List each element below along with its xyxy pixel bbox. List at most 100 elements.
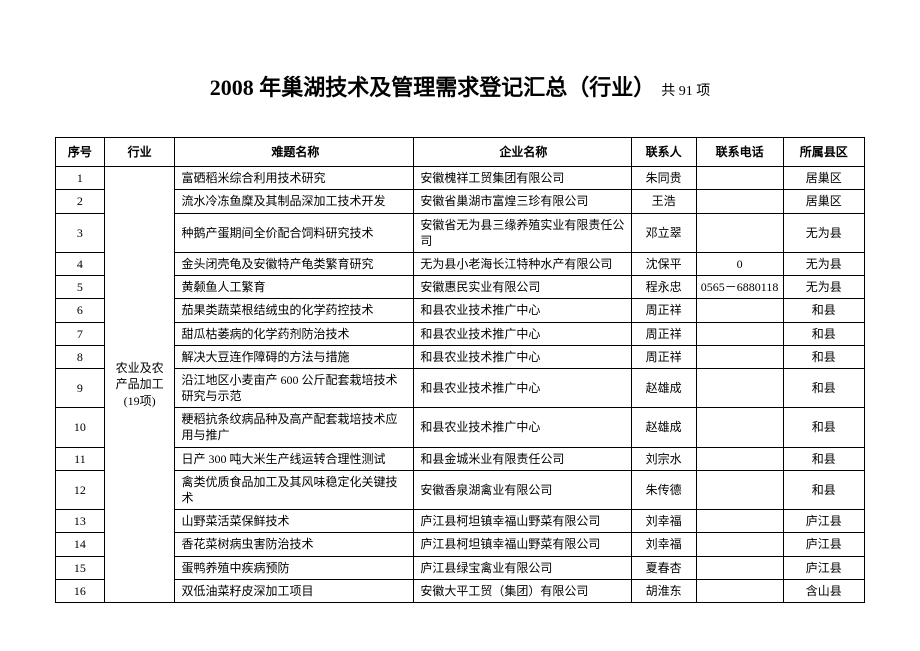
table-row: 11日产 300 吨大米生产线运转合理性测试和县金城米业有限责任公司刘宗水和县 xyxy=(56,447,865,470)
cell-region: 和县 xyxy=(783,408,865,447)
cell-region: 居巢区 xyxy=(783,190,865,213)
cell-problem: 粳稻抗条纹病品种及高产配套栽培技术应用与推广 xyxy=(175,408,414,447)
cell-region: 庐江县 xyxy=(783,533,865,556)
cell-seq: 3 xyxy=(56,213,105,252)
cell-region: 无为县 xyxy=(783,276,865,299)
table-row: 15 蛋鸭养殖中疾病预防庐江县绿宝禽业有限公司夏春杏 庐江县 xyxy=(56,556,865,579)
cell-company: 和县农业技术推广中心 xyxy=(414,345,631,368)
cell-region: 和县 xyxy=(783,447,865,470)
cell-region: 无为县 xyxy=(783,213,865,252)
cell-company: 安徽大平工贸（集团）有限公司 xyxy=(414,579,631,602)
cell-company: 和县金城米业有限责任公司 xyxy=(414,447,631,470)
table-row: 9沿江地区小麦亩产 600 公斤配套栽培技术研究与示范和县农业技术推广中心赵雄成… xyxy=(56,368,865,407)
cell-problem: 解决大豆连作障碍的方法与措施 xyxy=(175,345,414,368)
cell-seq: 2 xyxy=(56,190,105,213)
cell-contact: 周正祥 xyxy=(631,322,696,345)
header-industry: 行业 xyxy=(104,138,175,167)
cell-region: 无为县 xyxy=(783,252,865,275)
cell-contact: 刘幸福 xyxy=(631,533,696,556)
cell-contact: 朱传德 xyxy=(631,470,696,509)
table-row: 16双低油菜籽皮深加工项目安徽大平工贸（集团）有限公司胡淮东含山县 xyxy=(56,579,865,602)
cell-seq: 12 xyxy=(56,470,105,509)
cell-seq: 4 xyxy=(56,252,105,275)
cell-problem: 山野菜活菜保鲜技术 xyxy=(175,510,414,533)
table-row: 13山野菜活菜保鲜技术庐江县柯坦镇幸福山野菜有限公司刘幸福庐江县 xyxy=(56,510,865,533)
cell-problem: 黄颡鱼人工繁育 xyxy=(175,276,414,299)
cell-contact: 朱同贵 xyxy=(631,167,696,190)
table-row: 12 禽类优质食品加工及其风味稳定化关键技术安徽香泉湖禽业有限公司朱传德 和县 xyxy=(56,470,865,509)
cell-company: 安徽香泉湖禽业有限公司 xyxy=(414,470,631,509)
cell-contact: 刘幸福 xyxy=(631,510,696,533)
cell-problem: 沿江地区小麦亩产 600 公斤配套栽培技术研究与示范 xyxy=(175,368,414,407)
table-body: 1农业及农产品加工(19项)富硒稻米综合利用技术研究安徽槐祥工贸集团有限公司朱同… xyxy=(56,167,865,603)
cell-contact: 胡淮东 xyxy=(631,579,696,602)
cell-region: 庐江县 xyxy=(783,510,865,533)
cell-phone xyxy=(696,368,783,407)
cell-phone xyxy=(696,190,783,213)
cell-phone xyxy=(696,408,783,447)
cell-contact: 周正祥 xyxy=(631,299,696,322)
cell-contact: 程永忠 xyxy=(631,276,696,299)
cell-problem: 种鹅产蛋期间全价配合饲料研究技术 xyxy=(175,213,414,252)
cell-seq: 8 xyxy=(56,345,105,368)
table-row: 1农业及农产品加工(19项)富硒稻米综合利用技术研究安徽槐祥工贸集团有限公司朱同… xyxy=(56,167,865,190)
cell-company: 安徽省无为县三缘养殖实业有限责任公司 xyxy=(414,213,631,252)
cell-problem: 禽类优质食品加工及其风味稳定化关键技术 xyxy=(175,470,414,509)
cell-company: 庐江县柯坦镇幸福山野菜有限公司 xyxy=(414,510,631,533)
cell-problem: 蛋鸭养殖中疾病预防 xyxy=(175,556,414,579)
table-row: 4 金头闭壳龟及安徽特产龟类繁育研究无为县小老海长江特种水产有限公司沈保平0无为县 xyxy=(56,252,865,275)
cell-company: 庐江县柯坦镇幸福山野菜有限公司 xyxy=(414,533,631,556)
cell-problem: 香花菜树病虫害防治技术 xyxy=(175,533,414,556)
table-header-row: 序号 行业 难题名称 企业名称 联系人 联系电话 所属县区 xyxy=(56,138,865,167)
cell-seq: 16 xyxy=(56,579,105,602)
header-problem: 难题名称 xyxy=(175,138,414,167)
table-row: 6茄果类蔬菜根结绒虫的化学药控技术和县农业技术推广中心周正祥和县 xyxy=(56,299,865,322)
cell-seq: 11 xyxy=(56,447,105,470)
data-table: 序号 行业 难题名称 企业名称 联系人 联系电话 所属县区 1农业及农产品加工(… xyxy=(55,137,865,603)
cell-phone xyxy=(696,579,783,602)
cell-contact: 邓立翠 xyxy=(631,213,696,252)
table-row: 2流水冷冻鱼糜及其制品深加工技术开发安徽省巢湖市富煌三珍有限公司王浩居巢区 xyxy=(56,190,865,213)
cell-region: 和县 xyxy=(783,322,865,345)
cell-seq: 9 xyxy=(56,368,105,407)
cell-phone xyxy=(696,447,783,470)
cell-seq: 15 xyxy=(56,556,105,579)
header-seq: 序号 xyxy=(56,138,105,167)
cell-contact: 夏春杏 xyxy=(631,556,696,579)
cell-phone: 0 xyxy=(696,252,783,275)
cell-contact: 王浩 xyxy=(631,190,696,213)
table-header: 序号 行业 难题名称 企业名称 联系人 联系电话 所属县区 xyxy=(56,138,865,167)
cell-company: 和县农业技术推广中心 xyxy=(414,322,631,345)
cell-problem: 富硒稻米综合利用技术研究 xyxy=(175,167,414,190)
cell-region: 居巢区 xyxy=(783,167,865,190)
cell-region: 庐江县 xyxy=(783,556,865,579)
cell-phone xyxy=(696,322,783,345)
title-suffix: 共 91 项 xyxy=(661,84,710,99)
cell-phone xyxy=(696,345,783,368)
table-row: 3 种鹅产蛋期间全价配合饲料研究技术安徽省无为县三缘养殖实业有限责任公司邓立翠 无为… xyxy=(56,213,865,252)
cell-problem: 甜瓜枯萎病的化学药剂防治技术 xyxy=(175,322,414,345)
cell-company: 无为县小老海长江特种水产有限公司 xyxy=(414,252,631,275)
cell-region: 和县 xyxy=(783,470,865,509)
header-phone: 联系电话 xyxy=(696,138,783,167)
header-company: 企业名称 xyxy=(414,138,631,167)
cell-company: 和县农业技术推广中心 xyxy=(414,408,631,447)
cell-region: 和县 xyxy=(783,368,865,407)
cell-seq: 6 xyxy=(56,299,105,322)
cell-company: 庐江县绿宝禽业有限公司 xyxy=(414,556,631,579)
cell-seq: 10 xyxy=(56,408,105,447)
cell-seq: 5 xyxy=(56,276,105,299)
table-row: 7甜瓜枯萎病的化学药剂防治技术和县农业技术推广中心周正祥和县 xyxy=(56,322,865,345)
cell-region: 和县 xyxy=(783,345,865,368)
title-main: 2008 年巢湖技术及管理需求登记汇总（行业） xyxy=(210,75,656,100)
cell-phone xyxy=(696,213,783,252)
cell-phone xyxy=(696,533,783,556)
cell-phone xyxy=(696,556,783,579)
cell-problem: 双低油菜籽皮深加工项目 xyxy=(175,579,414,602)
cell-contact: 沈保平 xyxy=(631,252,696,275)
cell-region: 和县 xyxy=(783,299,865,322)
cell-seq: 14 xyxy=(56,533,105,556)
table-row: 10粳稻抗条纹病品种及高产配套栽培技术应用与推广和县农业技术推广中心赵雄成和县 xyxy=(56,408,865,447)
cell-company: 和县农业技术推广中心 xyxy=(414,368,631,407)
cell-problem: 金头闭壳龟及安徽特产龟类繁育研究 xyxy=(175,252,414,275)
